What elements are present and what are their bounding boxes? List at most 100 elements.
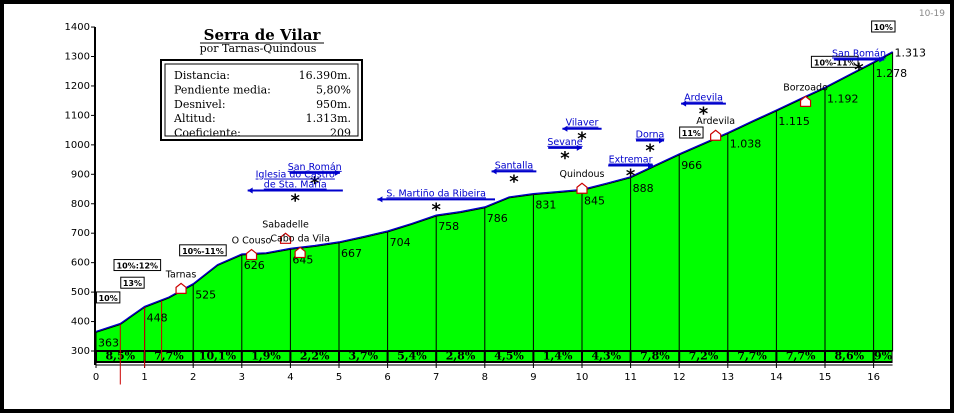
grade-cell (874, 352, 892, 361)
altitude-label: 888 (633, 182, 654, 195)
segment-grade: 2,2% (300, 350, 330, 363)
altitude-label: 667 (341, 247, 362, 260)
segment-grade: 4,3% (592, 350, 622, 363)
y-tick-label: 1200 (65, 81, 90, 92)
x-tick-label: 7 (433, 372, 439, 383)
mark-layer: 8,5% 7,7% 10,1% 1,9% 2,2% 3,7% 5,4% 2,8% 4,5% 1,4… (96, 300, 893, 385)
altitude-label: 448 (147, 311, 168, 324)
grade-cell (145, 352, 193, 361)
grade-cell (291, 352, 338, 361)
altitude-label: 1.278 (876, 67, 908, 80)
elevation-profile-chart: 3004005006007008009001000110012001300140… (65, 9, 946, 385)
junction-arrowhead (659, 137, 665, 144)
junction-star-icon: * (560, 148, 570, 169)
x-tick-label: 6 (384, 372, 390, 383)
y-tick-label: 900 (71, 169, 90, 180)
y-tick-label: 600 (71, 258, 90, 269)
steep-grade-label: 11% (682, 129, 701, 138)
x-tick-label: 1 (141, 372, 147, 383)
altitude-label: 758 (438, 220, 459, 233)
steep-grade-box (113, 259, 162, 272)
steep-grade-box (871, 20, 896, 33)
chart-subtitle: por Tarnas-Quindous (200, 42, 317, 55)
junction-label: Vilaver (566, 118, 599, 129)
junction-label: Iglesia do Castro (256, 170, 335, 181)
y-tick-label: 700 (71, 228, 90, 239)
altitude-label: 1.313 (895, 47, 927, 60)
grade-cell (728, 352, 776, 361)
segment-grade: 5,4% (397, 350, 427, 363)
grade-cell (194, 352, 241, 361)
altitude-label: 626 (244, 259, 265, 272)
place-label: Cabo da Vila (270, 233, 330, 244)
altitude-label: 966 (681, 159, 702, 172)
house-icon (799, 95, 812, 107)
grade-cell (826, 352, 873, 361)
stat-value: 1.313m. (306, 112, 351, 125)
segment-grade: 9% (874, 350, 893, 363)
grade-cell (534, 352, 581, 361)
place-label: O Couso (232, 236, 272, 247)
place-label: Quindous (560, 169, 605, 180)
x-tick-label: 11 (624, 372, 637, 383)
y-tick-label: 300 (71, 346, 90, 357)
junction-label: Santalla (495, 160, 534, 171)
junction-arrowhead (648, 162, 653, 169)
junction-label: S. Martiño da Ribeira (386, 188, 486, 199)
steep-grade-label: 13% (123, 279, 142, 288)
segment-grade: 7,7% (786, 350, 816, 363)
stat-value: 5,80% (316, 83, 351, 96)
segment-grade: 7,7% (737, 350, 767, 363)
junction-arrowhead (681, 100, 687, 107)
junction-star-icon: * (310, 173, 320, 194)
junction-arrowhead (879, 56, 885, 63)
steep-grade-box (810, 55, 859, 68)
header: Serra de Vilar por Tarnas-Quindous 10-19 (200, 9, 946, 55)
y-tick-label: 1000 (65, 140, 90, 151)
altitude-label: 831 (535, 199, 556, 212)
grade-cell (777, 352, 824, 361)
y-tick-label: 1400 (65, 22, 90, 33)
y-tick-label: 500 (71, 287, 90, 298)
junction-arrowhead (247, 187, 253, 194)
grid-layer: 3004005006007008009001000110012001300140… (65, 22, 893, 383)
segment-grade: 7,7% (154, 350, 184, 363)
x-tick-label: 13 (721, 372, 734, 383)
junction-star-icon: * (431, 199, 441, 220)
chart-title: Serra de Vilar (204, 26, 322, 44)
segment-grade: 1,9% (251, 350, 281, 363)
grade-cell (485, 352, 533, 361)
stats-box-border (160, 59, 363, 141)
junction-label: Sevane (547, 137, 582, 148)
altitude-label: 845 (584, 194, 605, 207)
stat-label: Desnivel: (174, 98, 226, 111)
junction-star-icon: * (854, 60, 864, 81)
profile-code: 10-19 (919, 9, 945, 19)
stat-label: Altitud: (173, 112, 216, 125)
altitude-label: 525 (195, 289, 216, 302)
stat-value: 16.390m. (299, 69, 351, 82)
junction-arrowhead (334, 169, 340, 176)
junction-label: de Sta. María (264, 180, 327, 191)
x-tick-label: 15 (819, 372, 832, 383)
segment-grade: 7,2% (689, 350, 719, 363)
profile-frame: 300 400 500 600 700 800 900 1000 1100 1200 1300 140… (4, 4, 950, 409)
steep-grade-box (179, 244, 227, 257)
house-icon (279, 232, 292, 244)
junction-star-icon: * (509, 171, 519, 192)
altitude-label: 1.115 (778, 115, 810, 128)
stats-box-inner-border (164, 63, 359, 137)
junction-star-icon: * (291, 191, 301, 212)
stat-label: Pendiente media: (174, 83, 271, 96)
house-icon (294, 246, 306, 259)
junction-label: San Román (288, 162, 342, 173)
house-icon (175, 282, 187, 294)
stats-box: Distancia: 16.390m. Pendiente media: 5,80% D… (160, 59, 363, 141)
junction-arrowhead (562, 125, 568, 132)
y-tick-label: 1100 (65, 110, 90, 121)
junction-star-icon: * (645, 140, 655, 161)
stat-label: Distancia: (174, 69, 230, 82)
junction-star-icon: * (699, 104, 709, 125)
junction-label: San Román (832, 49, 886, 60)
